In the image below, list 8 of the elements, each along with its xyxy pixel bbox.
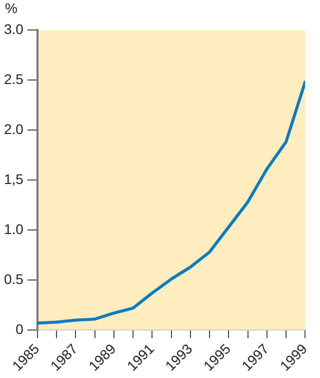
y-tick-label: 1.0 — [4, 220, 24, 237]
y-tick-label: 2.5 — [4, 70, 24, 87]
y-tick-label: 2.0 — [4, 120, 24, 137]
y-tick-label: 0 — [16, 320, 24, 337]
y-tick-label: 1,5 — [4, 170, 24, 187]
y-tick-label: 3.0 — [4, 20, 24, 37]
y-axis-title: % — [5, 0, 18, 16]
y-tick-label: 0.5 — [4, 270, 24, 287]
